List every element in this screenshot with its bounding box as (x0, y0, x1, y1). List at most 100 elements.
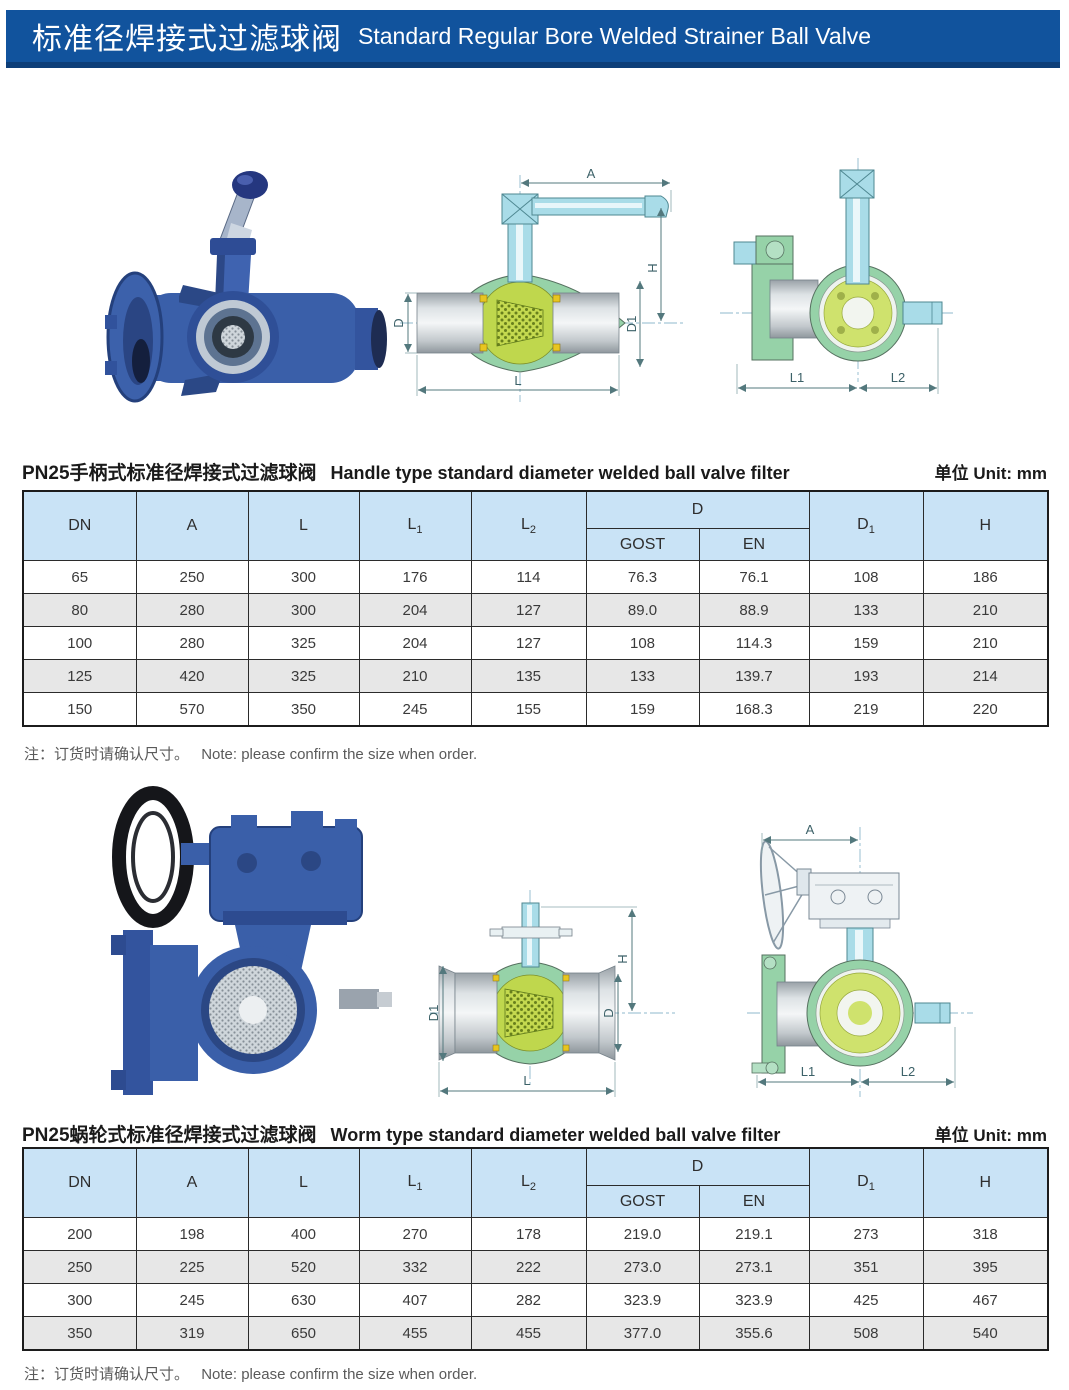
table-cell: 225 (135, 1250, 249, 1284)
dim-label-l2: L2 (901, 1064, 915, 1079)
column-header-a: A (135, 1147, 249, 1218)
dim-label-h: H (645, 263, 660, 272)
table-cell: 300 (247, 560, 360, 594)
table-cell: 127 (470, 593, 587, 627)
table-cell: 127 (470, 626, 587, 660)
table-cell: 300 (247, 593, 360, 627)
table-cell: 108 (585, 626, 700, 660)
table-cell: 323.9 (585, 1283, 700, 1317)
worm-valve-photo (111, 786, 392, 1095)
table-cell: 280 (135, 593, 249, 627)
column-header-h: H (922, 1147, 1049, 1218)
column-header-d1: D1 (808, 1147, 924, 1218)
table-cell: 198 (135, 1217, 249, 1251)
worm-valve-photo-art (111, 786, 392, 1095)
column-header-l2: L2 (470, 1147, 587, 1218)
dim-label-d1: D1 (426, 1005, 441, 1022)
table-cell: 155 (470, 692, 587, 727)
table-cell: 139.7 (698, 659, 810, 693)
table-cell: 88.9 (698, 593, 810, 627)
table-cell: 114 (470, 560, 587, 594)
table-cell: 332 (358, 1250, 472, 1284)
table-cell: 210 (358, 659, 472, 693)
table-cell: 219.0 (585, 1217, 700, 1251)
table-cell: 76.1 (698, 560, 810, 594)
table-cell: 273 (808, 1217, 924, 1251)
column-header-l1: L1 (358, 1147, 472, 1218)
table-cell: 273.1 (698, 1250, 810, 1284)
table-cell: 400 (247, 1217, 360, 1251)
table-cell: 273.0 (585, 1250, 700, 1284)
worm-valve-side-drawing: A L1 L2 (747, 822, 973, 1097)
worm-side-art: A L1 L2 (747, 822, 973, 1097)
table-cell: 168.3 (698, 692, 810, 727)
table-cell: 377.0 (585, 1316, 700, 1351)
worm-title-en: Worm type standard diameter welded ball … (330, 1125, 781, 1145)
table-cell: 325 (247, 626, 360, 660)
worm-section-art: D1 H D L (426, 890, 675, 1097)
handle-section-art: A H D D1 L (391, 166, 685, 402)
table-cell: 210 (922, 593, 1049, 627)
handle-valve-section-drawing: A H D D1 L (391, 166, 685, 402)
table-cell: 520 (247, 1250, 360, 1284)
column-header-d: D (585, 490, 810, 529)
worm-dimensions-table: DN A L L1 L2 D D1 H GOST EN 200 198 400 270… (22, 1147, 1049, 1351)
page-header-banner: 标准径焊接式过滤球阀 Standard Regular Bore Welded … (6, 10, 1060, 68)
table-cell: 186 (922, 560, 1049, 594)
table-row: 150 570 350 245 155 159 168.3 219 220 (22, 692, 1049, 727)
table-cell: 630 (247, 1283, 360, 1317)
handle-dimensions-table: DN A L L1 L2 D D1 H GOST EN 65 250 300 176 1… (22, 490, 1049, 727)
column-header-dn: DN (22, 490, 137, 561)
dim-label-l: L (514, 373, 521, 388)
table-cell: 245 (135, 1283, 249, 1317)
dim-label-d: D (391, 318, 406, 327)
table-cell: 395 (922, 1250, 1049, 1284)
table-cell: 425 (808, 1283, 924, 1317)
handle-side-art: L1 L2 (720, 158, 955, 394)
table-cell: 467 (922, 1283, 1049, 1317)
table-cell: 133 (585, 659, 700, 693)
column-header-en: EN (698, 528, 810, 561)
table-cell: 159 (808, 626, 924, 660)
table-row: 65 250 300 176 114 76.3 76.1 108 186 (22, 560, 1049, 594)
table-row: 300 245 630 407 282 323.9 323.9 425 467 (22, 1283, 1049, 1317)
table-row: 100 280 325 204 127 108 114.3 159 210 (22, 626, 1049, 660)
table-cell: 270 (358, 1217, 472, 1251)
handle-title-zh: PN25手柄式标准径焊接式过滤球阀 (22, 463, 317, 484)
table-cell: 355.6 (698, 1316, 810, 1351)
note-en: Note: please confirm the size when order… (201, 1366, 478, 1383)
table-cell: 350 (22, 1316, 137, 1351)
dim-label-l1: L1 (790, 370, 804, 385)
page-title-en: Standard Regular Bore Welded Strainer Ba… (358, 22, 872, 49)
table-cell: 204 (358, 626, 472, 660)
table-cell: 178 (470, 1217, 587, 1251)
table-cell: 204 (358, 593, 472, 627)
table-cell: 455 (470, 1316, 587, 1351)
table-cell: 325 (247, 659, 360, 693)
table-cell: 114.3 (698, 626, 810, 660)
table-cell: 125 (22, 659, 137, 693)
table-cell: 100 (22, 626, 137, 660)
table-cell: 650 (247, 1316, 360, 1351)
table-cell: 193 (808, 659, 924, 693)
dim-label-d1: D1 (624, 316, 639, 333)
handle-table-body: 65 250 300 176 114 76.3 76.1 108 186 80 280 300 204 1… (22, 560, 1049, 727)
column-header-gost: GOST (585, 528, 700, 561)
table-row: 250 225 520 332 222 273.0 273.1 351 395 (22, 1250, 1049, 1284)
note-zh: 注：订货时请确认尺寸。 (24, 746, 190, 763)
table-cell: 210 (922, 626, 1049, 660)
worm-section-title: PN25蜗轮式标准径焊接式过滤球阀 Worm type standard dia… (22, 1120, 1047, 1147)
column-header-dn: DN (22, 1147, 137, 1218)
handle-title-en: Handle type standard diameter welded bal… (330, 463, 790, 483)
column-header-gost: GOST (585, 1185, 700, 1218)
table-cell: 300 (22, 1283, 137, 1317)
dim-label-d: D (601, 1008, 616, 1017)
column-header-l: L (247, 1147, 360, 1218)
table-cell: 89.0 (585, 593, 700, 627)
handle-valve-photo-art (105, 171, 387, 403)
dim-label-l: L (523, 1073, 530, 1088)
handle-valve-side-drawing: L1 L2 (720, 158, 955, 394)
worm-table-body: 200 198 400 270 178 219.0 219.1 273 318 250 225 520… (22, 1217, 1049, 1351)
table-row: 350 319 650 455 455 377.0 355.6 508 540 (22, 1316, 1049, 1351)
handle-unit-label: 单位 Unit: mm (934, 464, 1047, 483)
